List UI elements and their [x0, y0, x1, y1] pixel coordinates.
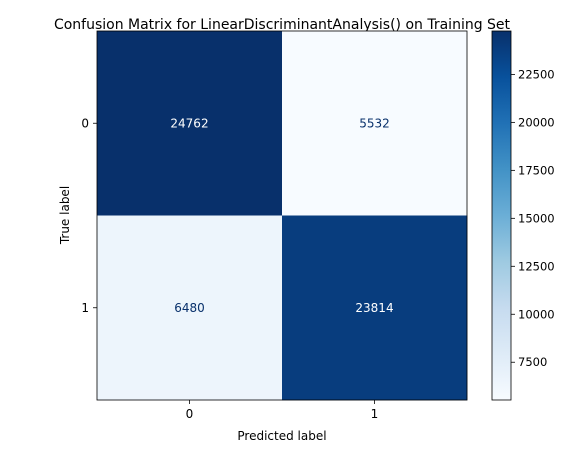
colorbar-tick-label: 22500 — [518, 67, 555, 81]
y-tick-label: 0 — [81, 116, 89, 130]
colorbar-tick-label: 7500 — [518, 355, 547, 369]
cell-value-label: 24762 — [170, 116, 208, 130]
x-axis-label: Predicted label — [237, 429, 326, 443]
y-tick-label: 1 — [81, 301, 89, 315]
colorbar-tick-label: 12500 — [518, 259, 555, 273]
matrix-cell — [282, 31, 468, 216]
matrix-cell — [97, 31, 283, 216]
plot-frame — [96, 30, 468, 401]
matrix-cells — [97, 31, 468, 401]
y-axis-label: True label — [58, 186, 72, 245]
colorbar-ticks: 7500 10000 12500 15000 17500 20000 22500 — [511, 67, 555, 369]
x-tick-label: 1 — [371, 407, 379, 421]
colorbar-tick-label: 10000 — [518, 307, 555, 321]
matrix-cell — [97, 215, 283, 401]
matrix-cell — [282, 215, 468, 401]
colorbar-tick-label: 17500 — [518, 163, 555, 177]
chart-title: Confusion Matrix for LinearDiscriminantA… — [54, 17, 511, 33]
cell-value-label: 23814 — [355, 301, 393, 315]
colorbar-tick-label: 20000 — [518, 115, 555, 129]
x-tick-label: 0 — [186, 407, 194, 421]
cell-value-label: 5532 — [359, 116, 390, 130]
cell-value-labels: 24762 5532 6480 23814 — [170, 116, 393, 315]
y-axis-ticks: 01 — [81, 116, 97, 315]
cell-value-label: 6480 — [174, 301, 205, 315]
colorbar — [491, 30, 512, 401]
colorbar-tick-label: 15000 — [518, 211, 555, 225]
